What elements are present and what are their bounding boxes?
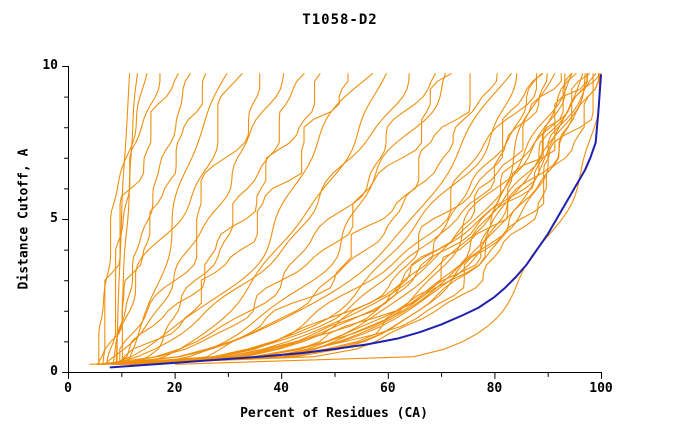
x-tick-label: 60: [379, 381, 396, 396]
x-tick-label: 100: [589, 381, 613, 396]
y-tick-label: 0: [50, 364, 58, 379]
y-tick-label: 5: [50, 211, 58, 226]
x-tick-label: 0: [64, 381, 72, 396]
x-tick-label: 20: [166, 381, 183, 396]
x-tick-label: 40: [273, 381, 290, 396]
x-axis-label: Percent of Residues (CA): [240, 406, 428, 421]
x-tick-label: 80: [486, 381, 503, 396]
y-tick-label: 10: [42, 58, 58, 73]
